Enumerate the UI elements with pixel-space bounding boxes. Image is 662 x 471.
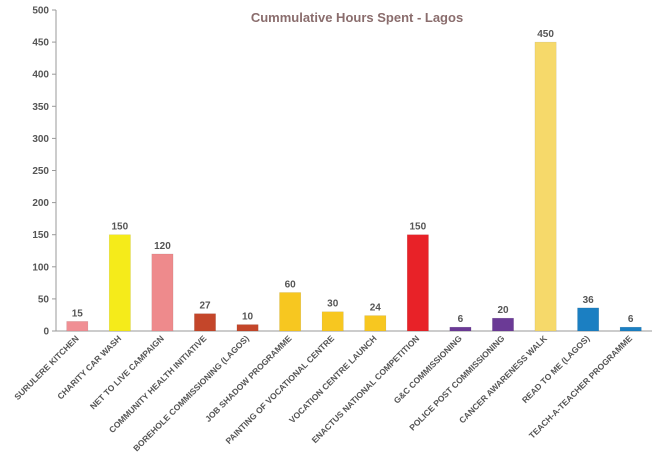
y-tick-label: 50	[38, 294, 50, 305]
bar	[279, 292, 302, 332]
y-tick-label: 350	[32, 102, 49, 113]
data-label: 27	[199, 301, 211, 312]
x-category-label: JOB SHADOW PROGRAMME	[203, 333, 294, 424]
data-label: 10	[242, 312, 254, 323]
y-tick-label: 400	[32, 70, 49, 81]
data-label: 6	[628, 314, 634, 325]
bar	[449, 326, 472, 332]
data-label: 450	[537, 29, 554, 40]
bar	[406, 234, 429, 332]
bar	[364, 315, 387, 332]
bar	[577, 307, 600, 332]
bar	[151, 253, 174, 332]
data-label: 36	[583, 295, 595, 306]
data-label: 24	[370, 303, 382, 314]
y-tick-label: 150	[32, 230, 49, 241]
data-label: 6	[458, 314, 464, 325]
y-tick-label: 450	[32, 38, 49, 49]
data-label: 120	[154, 241, 171, 252]
y-tick-label: 0	[43, 327, 49, 338]
bar	[492, 317, 514, 332]
bar	[619, 326, 642, 332]
y-tick-label: 500	[32, 6, 49, 17]
bars-group	[66, 41, 642, 332]
bar	[321, 311, 344, 332]
bar	[534, 41, 557, 332]
chart-title: Cummulative Hours Spent - Lagos	[251, 10, 463, 25]
data-labels-group: 15 150 120 27 10 60 30 24 150 6 20 450 36 6	[72, 29, 634, 325]
data-label: 20	[497, 305, 509, 316]
y-tick-label: 100	[32, 262, 49, 273]
x-category-label: CANCER AWARENESS WALK	[457, 333, 550, 426]
data-label: 150	[410, 222, 427, 233]
bar	[108, 234, 131, 332]
x-category-label: NET TO LIVE CAMPAIGN	[88, 333, 166, 411]
y-tick-label: 200	[32, 198, 49, 209]
bar	[194, 313, 216, 332]
data-label: 15	[72, 308, 84, 319]
x-category-label: VOCATION CENTRE LAUNCH	[287, 333, 379, 425]
data-label: 30	[327, 299, 339, 310]
y-tick-label: 250	[32, 166, 49, 177]
data-label: 60	[285, 279, 297, 290]
data-label: 150	[112, 222, 129, 233]
bar	[66, 321, 89, 332]
y-axis-ticks: 0 50 100 150 200 250 300 350 400 450 500	[32, 6, 56, 338]
y-tick-label: 300	[32, 134, 49, 145]
bar	[236, 324, 259, 332]
